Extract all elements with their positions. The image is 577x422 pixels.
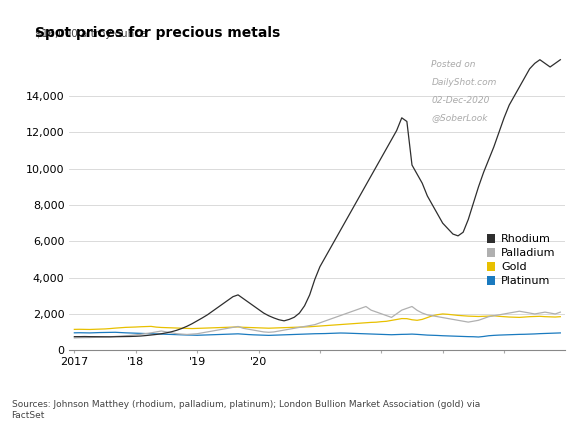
Text: Spot prices for precious metals: Spot prices for precious metals — [35, 26, 280, 40]
Text: DailyShot.com: DailyShot.com — [432, 78, 497, 87]
Text: 02-Dec-2020: 02-Dec-2020 — [432, 95, 490, 105]
Legend: Rhodium, Palladium, Gold, Platinum: Rhodium, Palladium, Gold, Platinum — [482, 230, 560, 291]
Text: Sources: Johnson Matthey (rhodium, palladium, platinum); London Bullion Market A: Sources: Johnson Matthey (rhodium, palla… — [12, 400, 480, 420]
Text: Posted on: Posted on — [432, 60, 476, 69]
Text: @SoberLook: @SoberLook — [432, 114, 488, 122]
Text: $16,000 a troy ounce: $16,000 a troy ounce — [35, 29, 146, 39]
